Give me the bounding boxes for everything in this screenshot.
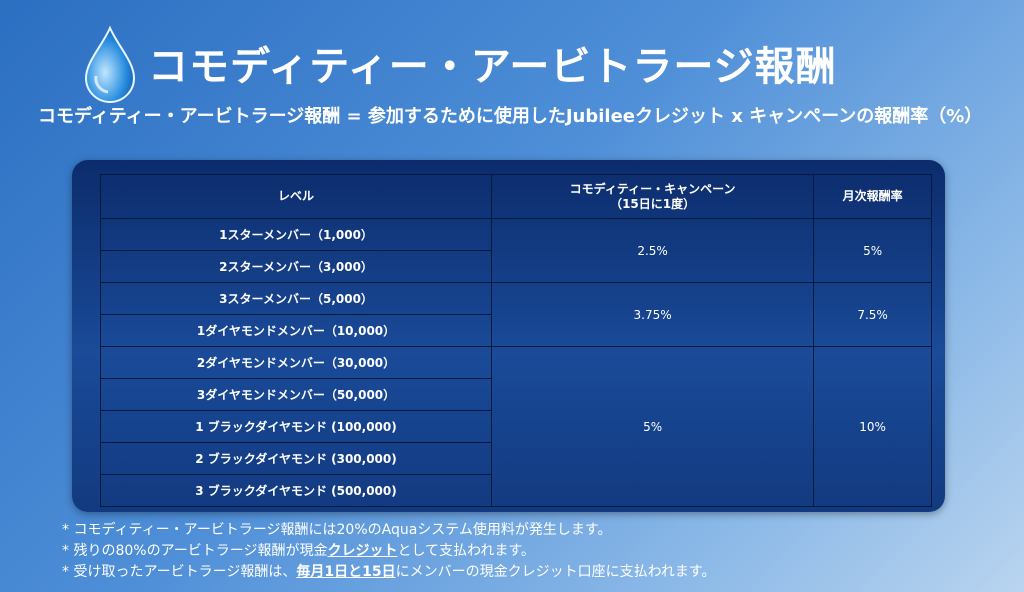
footnote-text: * 受け取ったアービトラージ報酬は、 xyxy=(62,564,297,580)
table-row: 2スターメンバー（3,000） xyxy=(99,250,932,283)
monthly-rate-cell: 7.5% xyxy=(813,282,932,347)
footnotes: * コモディティー・アービトラージ報酬には20%のAquaシステム使用料が発生し… xyxy=(62,520,715,583)
table-row: 2ダイヤモンドメンバー（30,000） 5% 10% xyxy=(99,346,932,507)
footnote: * コモディティー・アービトラージ報酬には20%のAquaシステム使用料が発生し… xyxy=(62,520,715,541)
title: コモディティー・アービトラージ報酬 xyxy=(148,44,837,90)
table-row: 1スターメンバー（1,000） 2.5% 5% xyxy=(99,218,932,283)
level-cell: 2スターメンバー（3,000） xyxy=(99,250,493,283)
level-cell: 3 ブラックダイヤモンド (500,000) xyxy=(99,474,493,507)
footnote-text: として支払われます。 xyxy=(397,543,535,559)
level-cell: 3スターメンバー（5,000） xyxy=(99,282,493,315)
campaign-rate-cell: 5% xyxy=(491,346,815,507)
table-row: 3 ブラックダイヤモンド (500,000) xyxy=(99,474,932,507)
emphasis: クレジット xyxy=(327,543,398,559)
table-panel: レベル コモディティー・キャンペーン （15日に1度） 月次報酬率 1スターメンバー（… xyxy=(72,160,945,512)
level-cell: 2 ブラックダイヤモンド (300,000) xyxy=(99,442,493,475)
reward-table: レベル コモディティー・キャンペーン （15日に1度） 月次報酬率 1スターメンバー（… xyxy=(99,174,932,507)
formula: コモディティー・アービトラージ報酬 = 参加するために使用したJubileeクレ… xyxy=(38,106,983,127)
column-header: コモディティー・キャンペーン （15日に1度） xyxy=(491,174,815,219)
table-row: 2 ブラックダイヤモンド (300,000) xyxy=(99,442,932,475)
level-cell: 1 ブラックダイヤモンド (100,000) xyxy=(99,410,493,443)
emphasis: 毎月1日と15日 xyxy=(296,564,396,580)
campaign-rate-cell: 2.5% xyxy=(491,218,815,283)
footnote: * 受け取ったアービトラージ報酬は、毎月1日と15日にメンバーの現金クレジット口… xyxy=(62,562,715,583)
level-cell: 2ダイヤモンドメンバー（30,000） xyxy=(99,346,493,379)
level-cell: 3ダイヤモンドメンバー（50,000） xyxy=(99,378,493,411)
level-cell: 1スターメンバー（1,000） xyxy=(99,218,493,251)
column-header: 月次報酬率 xyxy=(813,174,932,219)
monthly-rate-cell: 5% xyxy=(813,218,932,283)
footnote: * 残りの80%のアービトラージ報酬が現金クレジットとして支払われます。 xyxy=(62,541,715,562)
monthly-rate-cell: 10% xyxy=(813,346,932,507)
table-row: 3スターメンバー（5,000） 3.75% 7.5% xyxy=(99,282,932,347)
footnote-text: * コモディティー・アービトラージ報酬には20%のAquaシステム使用料が発生し… xyxy=(62,522,612,538)
water-drop-icon xyxy=(84,25,136,103)
footnote-text: にメンバーの現金クレジット口座に支払われます。 xyxy=(395,564,716,580)
column-header: レベル xyxy=(99,174,493,219)
table-row: 1ダイヤモンドメンバー（10,000） xyxy=(99,314,932,347)
level-cell: 1ダイヤモンドメンバー（10,000） xyxy=(99,314,493,347)
campaign-rate-cell: 3.75% xyxy=(491,282,815,347)
footnote-text: * 残りの80%のアービトラージ報酬が現金 xyxy=(62,543,328,559)
header-row: レベル コモディティー・キャンペーン （15日に1度） 月次報酬率 xyxy=(99,174,932,219)
table-row: 1 ブラックダイヤモンド (100,000) xyxy=(99,410,932,443)
